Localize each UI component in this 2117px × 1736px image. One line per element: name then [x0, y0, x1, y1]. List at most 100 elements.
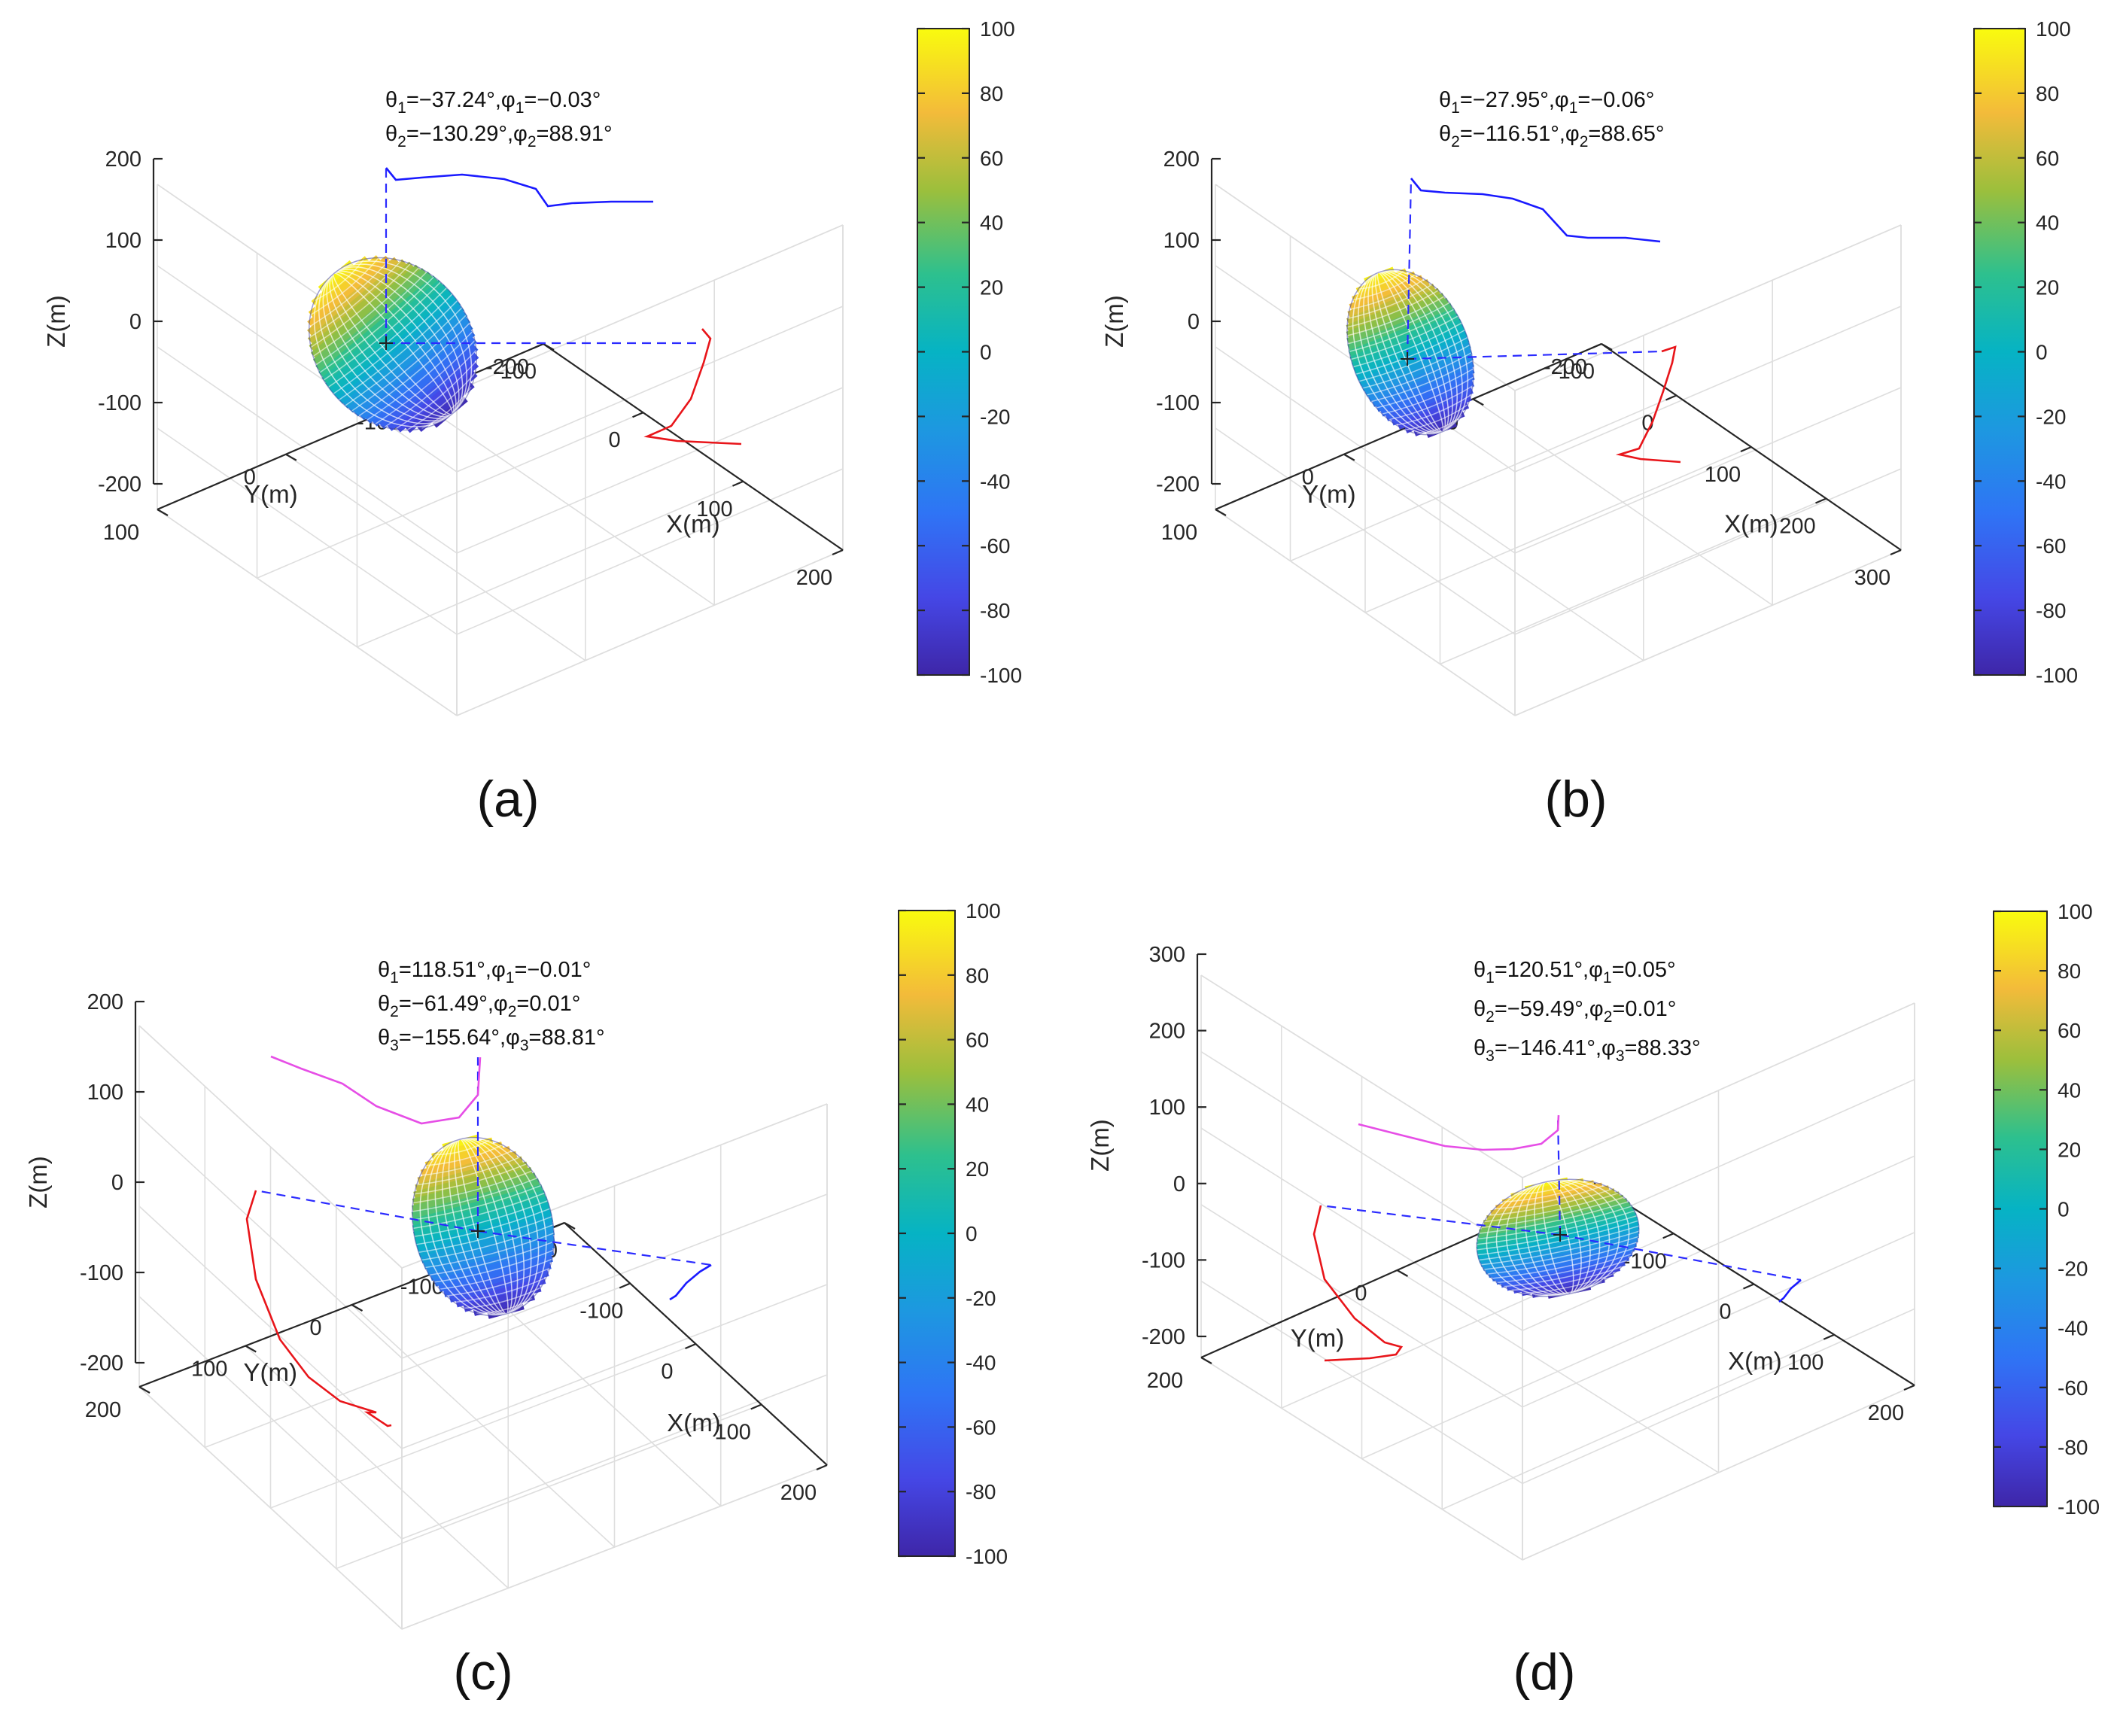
ellipsoid-band [405, 370, 478, 433]
z-axis-label: Z(m) [42, 295, 70, 348]
gridline-z-right [1514, 387, 1902, 554]
ellipsoid-band [1477, 1201, 1631, 1239]
colorbar-tick-label: -80 [980, 599, 1010, 622]
panel-label: (a) [476, 771, 539, 828]
x-tick [1903, 1384, 1915, 1391]
mesh-latitude [1501, 1181, 1595, 1202]
x-tick [1590, 342, 1602, 350]
gridline-z-right [1522, 1232, 1915, 1408]
trajectory-blue-trajectory [385, 167, 653, 208]
annotation-text: θ [378, 1026, 390, 1050]
colorbar-tick-label: 100 [2058, 900, 2093, 923]
colorbar-tick-label: 100 [966, 899, 1001, 923]
annotation-subscript: 3 [520, 1037, 529, 1054]
colorbar-tick-label: -60 [966, 1415, 996, 1439]
z-tick-label: -100 [1142, 1248, 1185, 1272]
mesh-latitude [1477, 1205, 1632, 1240]
ellipsoid-band [1521, 1272, 1614, 1297]
ellipsoid-band [353, 317, 471, 417]
gridline-z-left [138, 1386, 403, 1630]
mesh-latitude [319, 276, 435, 373]
panel-a: -10001002001000-100-2002001000-100-200X(… [42, 17, 1022, 828]
annotation-subscript: 1 [390, 969, 399, 987]
annotation-text: θ [385, 88, 397, 112]
annotation-text: =0.01° [1612, 997, 1676, 1021]
colorbar-gradient [917, 28, 970, 676]
annotation-subscript: 2 [508, 1003, 517, 1020]
mesh-latitude [1478, 1201, 1629, 1234]
colorbar-d: 100 80 60 40 20 0 -20 -40 -60 -80 -100 [1993, 900, 2100, 1519]
colorbar-gradient [1993, 911, 2048, 1507]
gridline-z-left [157, 346, 458, 554]
z-tick-label: -200 [98, 473, 141, 497]
z-tick-label: -200 [1142, 1325, 1185, 1349]
colorbar-tick-label: -60 [2058, 1376, 2088, 1400]
grid-d [1200, 974, 1915, 1561]
annotation-text: =0.01° [516, 992, 580, 1016]
colorbar-tick-label: 60 [2036, 147, 2059, 170]
mesh-latitude [1416, 415, 1463, 435]
mesh-latitude [412, 1184, 542, 1221]
annotation-subscript: 1 [397, 99, 406, 117]
mesh-latitude [412, 1177, 537, 1212]
top-edge-left [138, 1025, 403, 1269]
colorbar-tick-label: -100 [2036, 664, 2078, 687]
x-tick-label: 0 [661, 1360, 673, 1384]
gridline-z-right [1514, 306, 1902, 473]
ellipsoid-band [309, 261, 414, 351]
gridline-z-right [1514, 468, 1902, 635]
mesh-latitude [1396, 394, 1472, 426]
annotation-text: =−0.06° [1577, 88, 1654, 112]
z-tick-label: 0 [129, 310, 141, 334]
colorbar-tick-label: -20 [966, 1287, 996, 1310]
colorbar-c: 100 80 60 40 20 0 -20 -40 -60 -80 -100 [898, 899, 1008, 1568]
ellipsoid-mesh-c [411, 1134, 555, 1319]
colorbar-tick-label: -60 [2036, 534, 2066, 558]
z-tick-label: 0 [1173, 1172, 1185, 1196]
gridline-z-right [401, 1284, 828, 1449]
gridline-z-right [1522, 1385, 1915, 1561]
mesh-latitude [1389, 385, 1474, 421]
mesh-latitude [375, 339, 476, 425]
y-tick [157, 509, 169, 516]
annotation-text: θ [378, 992, 390, 1016]
mesh-latitude [1349, 309, 1455, 353]
ellipsoid-band [365, 330, 476, 424]
mesh-latitude [416, 1208, 551, 1245]
mesh-latitude [1366, 352, 1472, 396]
ellipsoid-band [1495, 1251, 1633, 1285]
x-tick-label: 100 [1787, 1351, 1823, 1375]
mesh-latitude [406, 372, 476, 431]
ellipsoid-band [1397, 394, 1472, 430]
gridline-x-floor [1440, 497, 1827, 665]
y-tick-label: -200 [1544, 355, 1587, 379]
ellipsoid-band [416, 382, 475, 433]
ellipsoid-band [1352, 271, 1416, 303]
colorbar-tick-label: 0 [966, 1222, 978, 1245]
colorbar-b: 100 80 60 40 20 0 -20 -40 -60 -80 -100 [1973, 17, 2078, 687]
gridline-y-floor [351, 1304, 616, 1548]
y-tick-label: 200 [85, 1398, 121, 1422]
x-tick-label: 200 [1868, 1401, 1904, 1425]
gridline-z-left [157, 427, 458, 635]
colorbar-tick-label: 80 [2036, 82, 2059, 105]
ellipsoid-outline [1476, 1178, 1640, 1297]
panel-b: -10001002003001000-100-2002001000-100-20… [1100, 17, 2078, 828]
z-tick-label: -100 [80, 1261, 123, 1285]
x-tick-label: -100 [579, 1300, 623, 1324]
colorbar-tick-label: 0 [2036, 341, 2048, 364]
ellipsoid-band [413, 1196, 549, 1239]
x-tick [750, 1403, 762, 1410]
colorbar-tick-label: 40 [2036, 211, 2059, 235]
colorbar-a: 100 80 60 40 20 0 -20 -40 -60 -80 -100 [917, 17, 1022, 687]
ellipsoid-band [1346, 293, 1445, 339]
gridline-z-right [1522, 1155, 1915, 1331]
ellipsoid-band [431, 396, 468, 428]
mesh-latitude [1355, 330, 1465, 375]
ellipsoid-band [1404, 402, 1470, 433]
mesh-latitude [412, 1170, 533, 1204]
ellipsoid-band [307, 257, 399, 336]
trajectory-red-trajectory [1615, 345, 1681, 464]
mesh-latitude [1494, 1184, 1604, 1210]
colorbar-tick-label: 0 [2058, 1198, 2070, 1221]
